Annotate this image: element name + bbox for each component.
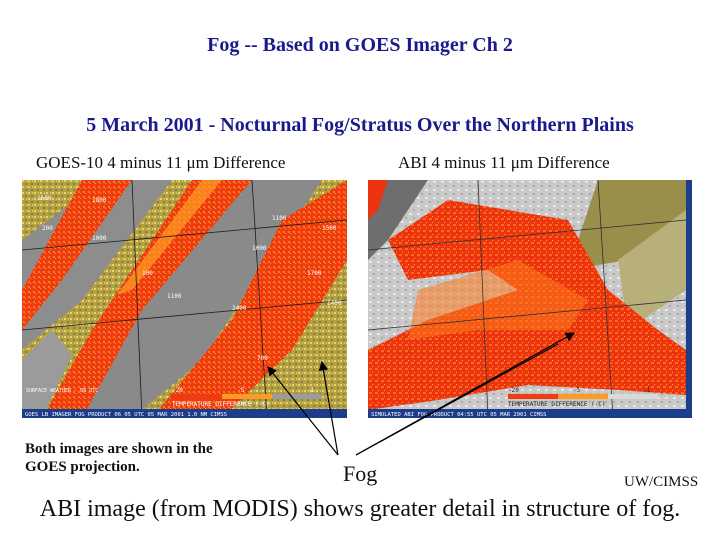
abi-banner: SIMULATED ABI FOG PRODUCT 04:55 UTC 05 M…	[371, 412, 547, 418]
legend-tick: -5	[573, 387, 581, 394]
goes10-label: GOES-10 4 minus 11 μm Difference	[36, 153, 286, 172]
legend-tick: -1	[307, 387, 315, 394]
slide-subtitle: 5 March 2001 - Nocturnal Fog/Stratus Ove…	[86, 114, 634, 136]
fog-label: Fog	[343, 461, 378, 486]
projection-note: Both images are shown in the GOES projec…	[25, 441, 213, 475]
caption: ABI image (from MODIS) shows greater det…	[39, 496, 681, 522]
map-label: 1600	[37, 195, 52, 202]
map-label: 200	[42, 225, 53, 232]
abi-label: ABI 4 minus 11 μm Difference	[398, 153, 610, 172]
legend-tick: -1	[643, 387, 651, 394]
legend-title: TEMPERATURE DIFFERENCE (-C)	[172, 401, 270, 408]
slide-title: Fog -- Based on GOES Imager Ch 2	[207, 34, 513, 56]
legend-title: TEMPERATURE DIFFERENCE (-C)	[508, 401, 606, 408]
map-label: 1700	[307, 270, 322, 277]
abi-fog-image: -20 -5 -1 TEMPERATURE DIFFERENCE (-C) SI…	[367, 179, 692, 419]
credit: UW/CIMSS	[624, 474, 699, 490]
map-label: 700	[257, 355, 268, 362]
legend-tick: -5	[237, 387, 245, 394]
goes10-fog-image: 1600 1800 200 1000 100 1100 700 1000 110…	[21, 179, 348, 419]
goes10-banner: GOES LB IMAGER FOG PRODUCT 06 05 UTC 05 …	[25, 412, 227, 418]
map-label: 100	[142, 270, 153, 277]
map-label: 2400	[232, 305, 247, 312]
surface-note: SURFACE WEATHER - 06 UTC	[26, 388, 98, 394]
map-label: 1500	[322, 225, 337, 232]
legend-tick: -20	[508, 387, 519, 394]
map-label: 1100	[272, 215, 287, 222]
legend-tick: -20	[172, 387, 183, 394]
map-label: 1800	[92, 197, 107, 204]
map-label: 1000	[252, 245, 267, 252]
map-label: 1400	[327, 300, 342, 307]
map-label: 1100	[167, 293, 182, 300]
map-label: 1000	[92, 235, 107, 242]
